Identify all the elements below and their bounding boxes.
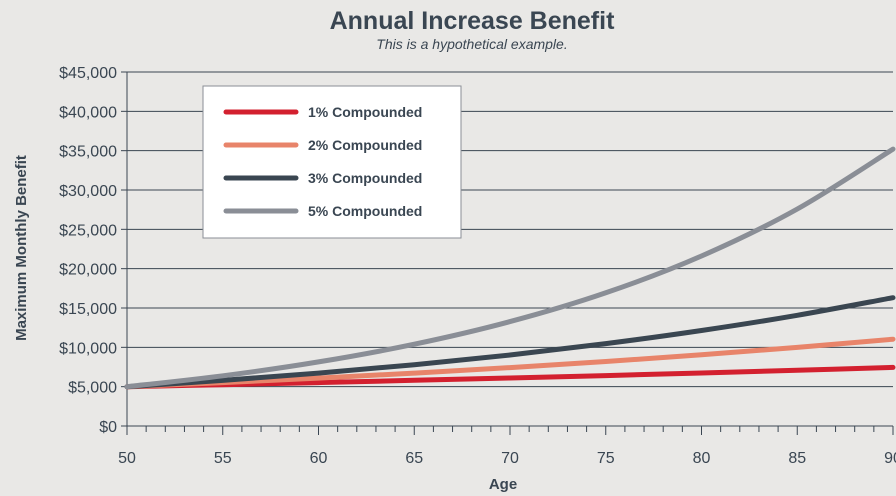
x-axis: 50 55 60 65 70 75 80 85 90 [118,425,896,467]
series-lines [124,146,896,390]
y-tick-label: $40,000 [59,104,117,121]
y-tick-label: $0 [99,419,117,436]
legend-label: 3% Compounded [308,170,422,186]
y-tick-label: $35,000 [59,144,117,161]
x-tick-label: 90 [884,450,896,467]
y-tick-label: $30,000 [59,183,117,200]
legend: 1% Compounded 2% Compounded 3% Compounded 5… [202,85,462,239]
series-line [124,336,896,390]
x-tick-label: 50 [118,450,136,467]
series-line [124,295,896,390]
x-tick-label: 65 [405,450,423,467]
y-axis: $0 $5,000 $10,000 $15,000 $20,000 $25,000 $30,… [59,65,128,436]
x-axis-title: Age [489,476,517,493]
chart-title: Annual Increase Benefit [330,7,615,35]
y-tick-label: $25,000 [59,222,117,239]
legend-label: 1% Compounded [308,104,422,120]
x-tick-label: 55 [214,450,232,467]
legend-label: 2% Compounded [308,137,422,153]
x-tick-label: 75 [597,450,615,467]
y-tick-label: $15,000 [59,301,117,318]
x-tick-label: 80 [693,450,711,467]
y-tick-label: $5,000 [68,380,117,397]
series-line [124,364,896,390]
y-tick-label: $20,000 [59,262,117,279]
x-tick-label: 70 [501,450,519,467]
x-tick-label: 60 [310,450,328,467]
chart-subtitle: This is a hypothetical example. [376,36,567,52]
series-line [124,146,896,390]
y-axis-title: Maximum Monthly Benefit [13,155,30,341]
legend-label: 5% Compounded [308,203,422,219]
y-tick-label: $45,000 [59,65,117,82]
x-tick-label: 85 [788,450,806,467]
y-tick-label: $10,000 [59,340,117,357]
